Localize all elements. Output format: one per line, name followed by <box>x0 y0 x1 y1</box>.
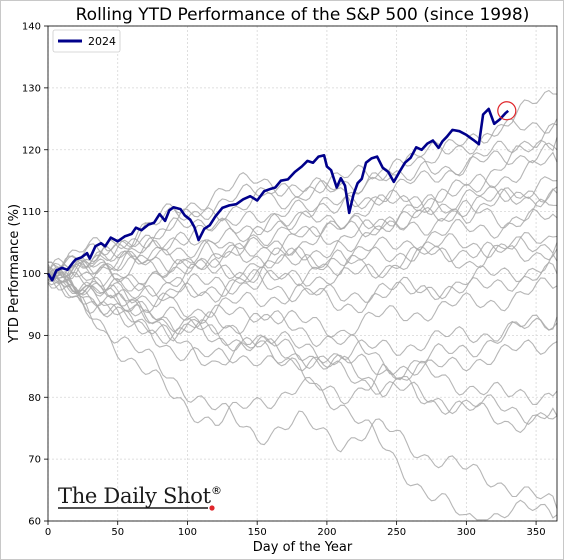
background-series-line <box>47 261 558 318</box>
background-series-line <box>47 241 558 314</box>
series-line-2024 <box>46 107 510 282</box>
annotation-circle <box>497 101 517 121</box>
background-series-line <box>47 264 558 521</box>
background-series-line <box>47 198 558 287</box>
background-series-line <box>47 208 558 275</box>
x-tick-label: 150 <box>248 527 267 538</box>
legend-entry-2024: 2024 <box>88 35 116 48</box>
background-series-line <box>47 151 558 275</box>
background-series-line <box>47 123 558 284</box>
x-axis-ticks: 0 50 100 150 200 250 300 350 <box>45 521 546 538</box>
grid <box>47 25 557 522</box>
x-tick-label: 0 <box>45 527 51 538</box>
y-tick-label: 90 <box>28 331 41 342</box>
chart-title: Rolling YTD Performance of the S&P 500 (… <box>76 5 530 25</box>
background-series-group <box>47 89 558 521</box>
background-series-line <box>47 142 558 279</box>
background-series-line <box>47 252 558 303</box>
y-axis-ticks: 60 70 80 90 100 110 120 130 140 <box>22 22 48 528</box>
background-series-line <box>47 277 558 434</box>
background-series-line <box>47 188 558 292</box>
annotation-group <box>497 101 517 121</box>
background-series-line <box>47 266 558 376</box>
highlight-series-group <box>46 107 510 282</box>
y-axis-label: YTD Performance (%) <box>7 204 22 344</box>
background-series-line <box>47 270 558 339</box>
background-series-line <box>48 232 558 287</box>
x-tick-label: 100 <box>178 527 197 538</box>
background-series-line <box>47 118 558 280</box>
y-tick-label: 70 <box>28 455 41 466</box>
x-tick-label: 350 <box>527 527 546 538</box>
logo-text: The Daily Shot <box>58 484 212 508</box>
background-series-line <box>47 186 558 281</box>
logo: The Daily Shot ® <box>58 484 222 511</box>
x-tick-label: 200 <box>317 527 336 538</box>
y-tick-label: 110 <box>22 207 41 218</box>
background-series-line <box>47 236 558 308</box>
logo-dot <box>209 505 215 511</box>
y-tick-label: 60 <box>28 517 41 528</box>
background-series-line <box>47 137 558 297</box>
y-tick-label: 80 <box>28 393 41 404</box>
background-series-line <box>47 281 558 425</box>
background-series-line <box>47 89 558 268</box>
x-tick-label: 250 <box>387 527 406 538</box>
x-tick-label: 300 <box>457 527 476 538</box>
y-tick-label: 100 <box>22 269 41 280</box>
x-tick-label: 50 <box>111 527 124 538</box>
y-tick-label: 140 <box>22 22 41 33</box>
background-series-line <box>47 270 558 405</box>
logo-registered-mark: ® <box>211 484 222 497</box>
background-series-line <box>47 271 558 381</box>
legend-box <box>52 29 121 53</box>
y-tick-label: 130 <box>22 83 41 94</box>
x-axis-label: Day of the Year <box>253 540 353 555</box>
legend: 2024 <box>52 29 121 53</box>
y-tick-label: 120 <box>22 145 41 156</box>
background-series-line <box>47 172 558 282</box>
background-series-line <box>47 267 558 509</box>
